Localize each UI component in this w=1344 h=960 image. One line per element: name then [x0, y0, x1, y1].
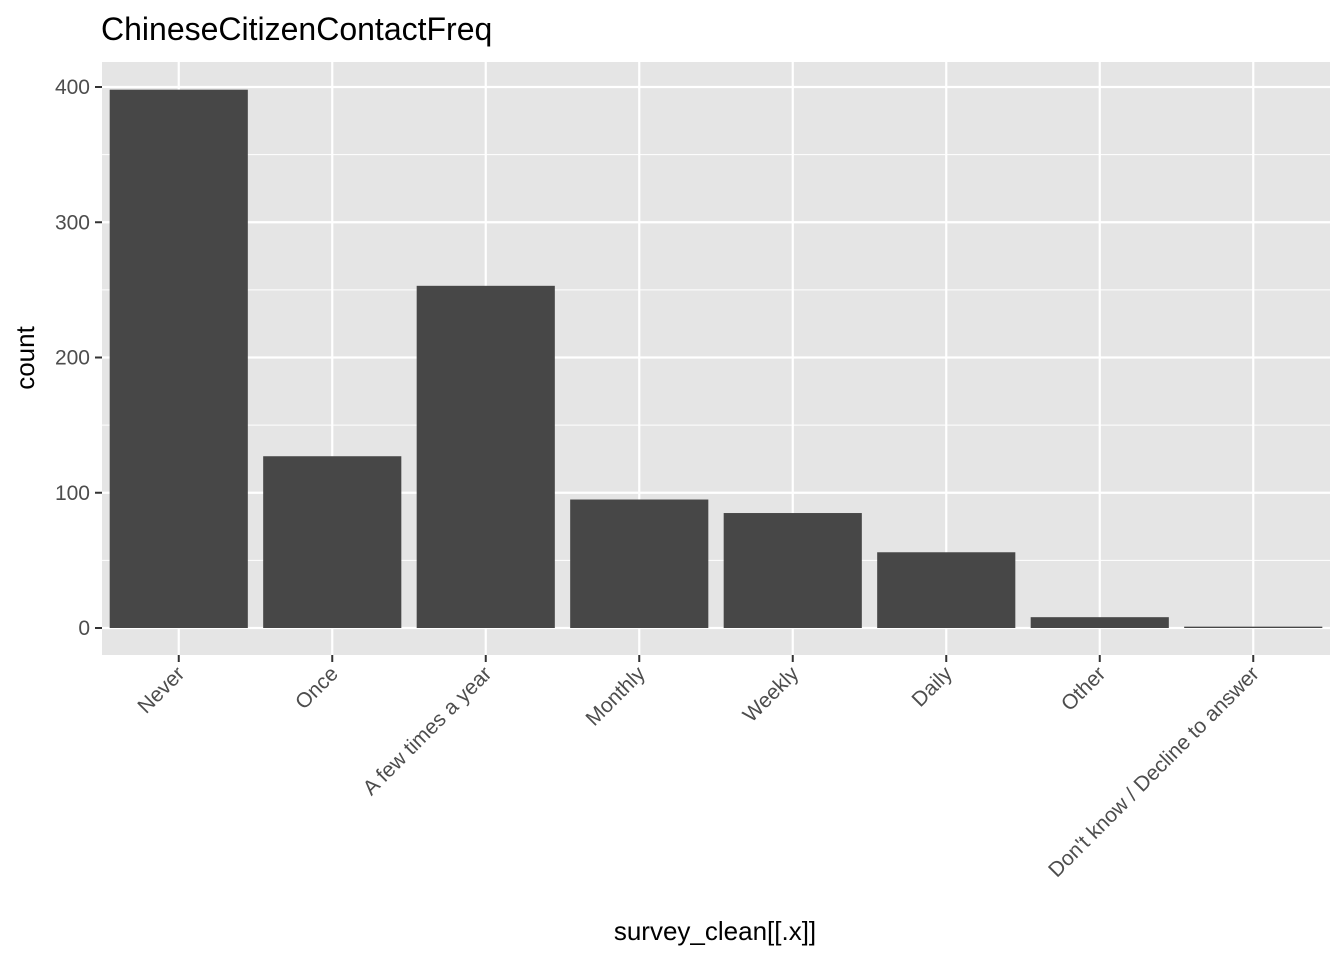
- y-tick-label: 200: [55, 347, 90, 370]
- bar: [109, 89, 248, 628]
- x-axis: Never Once A few times a year Monthly Weekly…: [133, 655, 1264, 882]
- bar: [263, 456, 402, 628]
- x-tick-label: Never: [133, 662, 189, 718]
- y-axis-title: count: [10, 325, 40, 389]
- x-tick-label: A few times a year: [359, 662, 497, 800]
- y-tick-label: 0: [78, 617, 90, 640]
- bar: [1030, 617, 1169, 628]
- bar: [416, 285, 555, 628]
- x-axis-title: survey_clean[[.x]]: [614, 916, 816, 946]
- y-tick-label: 400: [55, 76, 90, 99]
- x-tick-label: Other: [1057, 662, 1110, 715]
- y-axis: 0 100 200 300 400: [55, 76, 102, 640]
- x-tick-label: Daily: [908, 662, 958, 712]
- bar: [1184, 626, 1323, 628]
- chart-title: ChineseCitizenContactFreq: [101, 11, 492, 47]
- x-tick-label: Monthly: [582, 662, 651, 731]
- bar: [570, 499, 709, 628]
- x-tick-label: Weekly: [739, 662, 804, 727]
- x-tick-label: Once: [291, 662, 343, 714]
- bar: [723, 513, 862, 628]
- y-tick-label: 100: [55, 482, 90, 505]
- bars: [109, 89, 1323, 628]
- bar: [877, 552, 1016, 628]
- y-tick-label: 300: [55, 211, 90, 234]
